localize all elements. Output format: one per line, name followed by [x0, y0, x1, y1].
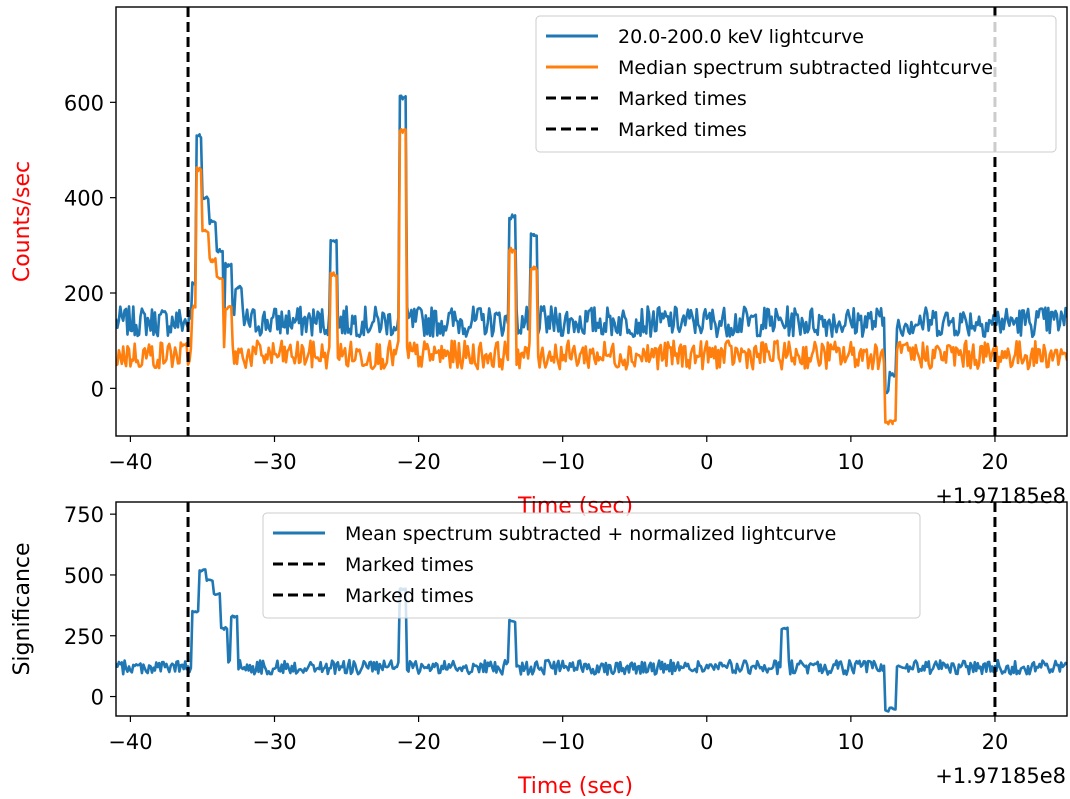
legend-label: Marked times [618, 119, 747, 141]
x-tick-label: 0 [700, 450, 713, 474]
legend-label: Marked times [345, 585, 474, 607]
legend-box [262, 512, 921, 619]
plot-area [116, 94, 1067, 426]
axes-frame [115, 6, 1068, 437]
y-axis-label: Significance [10, 542, 35, 675]
x-tick-label: 0 [700, 730, 713, 754]
y-tick-label: 500 [64, 564, 104, 588]
y-tick-label: 200 [64, 282, 104, 306]
legend-label: Mean spectrum subtracted + normalized li… [345, 523, 836, 545]
series-line-0 [116, 94, 1067, 395]
legend-label: 20.0-200.0 keV lightcurve [618, 26, 864, 48]
axes-frame [115, 501, 1068, 717]
x-tick-label: 10 [837, 730, 864, 754]
y-tick-label: 250 [64, 625, 104, 649]
x-tick-label: −10 [541, 450, 585, 474]
legend: 20.0-200.0 keV lightcurve Median spectrum… [535, 15, 1057, 153]
x-tick-label: 20 [982, 450, 1009, 474]
y-tick-label: 0 [91, 377, 104, 401]
x-axis-label: Time (sec) [517, 774, 633, 799]
x-offset-label: +1.97185e8 [935, 484, 1066, 508]
series-line-1 [116, 128, 1067, 426]
x-tick-label: −30 [252, 730, 296, 754]
bottom-panel: −40 −30 −20 −10 0 10 20 0 250 500 750 +1.97185e8 Tim… [10, 501, 1068, 799]
x-offset-label: +1.97185e8 [935, 764, 1066, 788]
x-tick-label: −40 [108, 730, 152, 754]
x-tick-label: −20 [396, 730, 440, 754]
y-tick-label: 600 [64, 91, 104, 115]
legend-label: Median spectrum subtracted lightcurve [618, 57, 993, 79]
x-tick-label: 20 [982, 730, 1009, 754]
y-axis-label: Counts/sec [10, 161, 35, 282]
series-line-0 [116, 568, 1067, 713]
legend-box [535, 15, 1057, 153]
y-tick-label: 400 [64, 187, 104, 211]
legend: Mean spectrum subtracted + normalized li… [262, 512, 921, 619]
x-tick-label: −30 [252, 450, 296, 474]
x-tick-label: −40 [108, 450, 152, 474]
x-tick-label: 10 [837, 450, 864, 474]
top-panel: −40 −30 −20 −10 0 10 200200400600+1.97185e8Tim… [10, 6, 1068, 519]
x-tick-label: −10 [541, 730, 585, 754]
x-tick-label: −20 [396, 450, 440, 474]
legend-label: Marked times [345, 554, 474, 576]
y-tick-label: 0 [91, 686, 104, 710]
y-tick-label: 750 [64, 503, 104, 527]
plot-area [116, 568, 1067, 713]
legend-label: Marked times [618, 88, 747, 110]
